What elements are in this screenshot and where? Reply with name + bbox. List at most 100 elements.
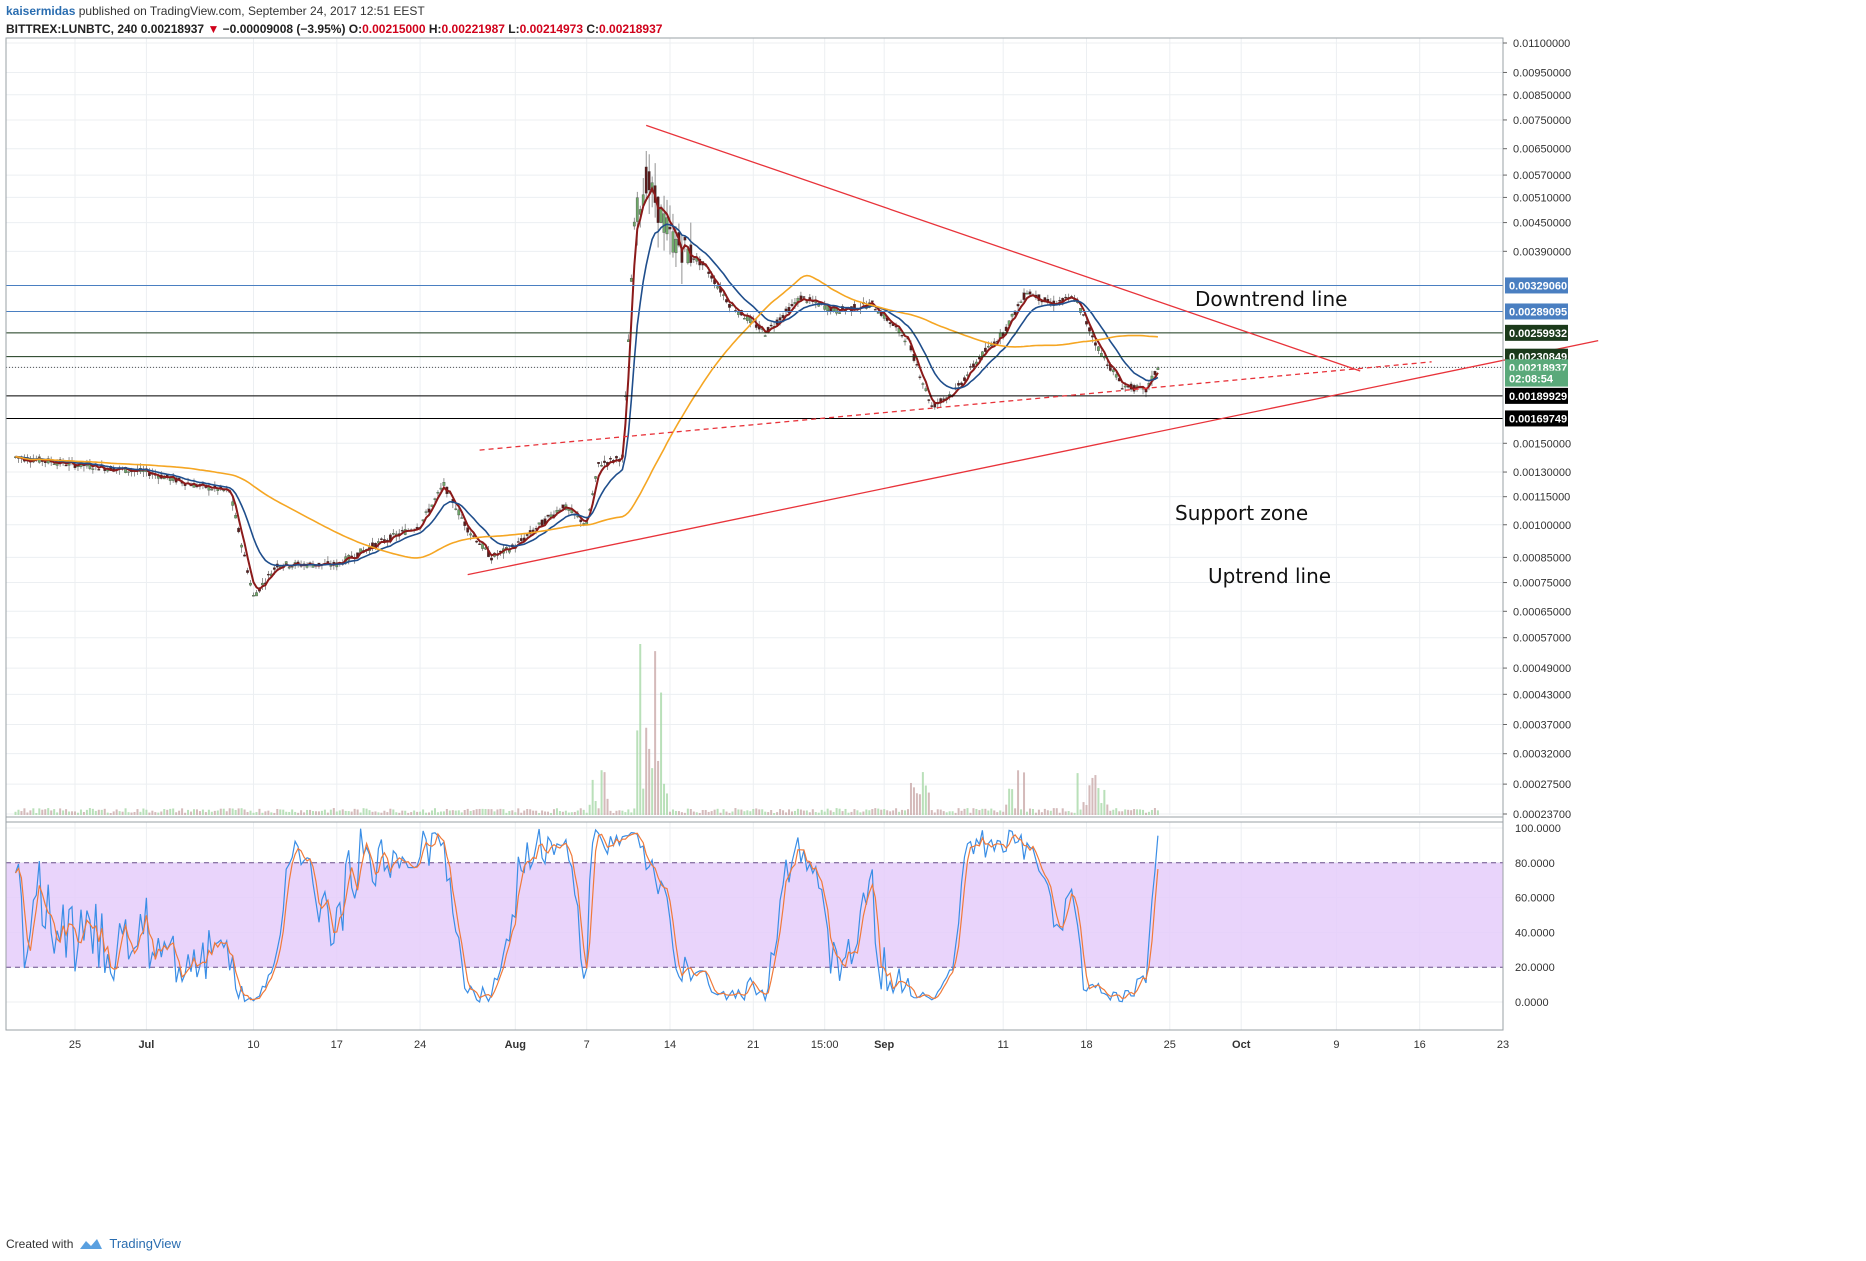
candle-body — [243, 554, 246, 557]
volume-bar — [154, 812, 157, 815]
volume-bar — [431, 810, 433, 815]
volume-bar — [350, 811, 353, 815]
candle-body — [287, 566, 291, 569]
brand-name[interactable]: TradingView — [109, 1236, 181, 1251]
candle-body — [466, 527, 470, 533]
stochastic-range-band — [6, 862, 1503, 968]
price-label-text: 02:08:54 — [1509, 374, 1554, 386]
volume-bar — [1136, 809, 1139, 815]
x-tick-label: 16 — [1414, 1039, 1426, 1051]
volume-bar — [719, 812, 722, 815]
candle-body — [986, 346, 990, 348]
volume-bar — [927, 792, 930, 815]
candle-body — [546, 514, 550, 517]
candle-body — [778, 317, 782, 321]
x-tick-label: Oct — [1232, 1039, 1251, 1051]
volume-bar — [172, 808, 175, 815]
volume-bar — [972, 808, 975, 815]
volume-bar — [169, 808, 172, 815]
published-text: published on TradingView.com, September … — [78, 4, 425, 18]
volume-bar — [303, 812, 306, 815]
candle-body — [519, 538, 523, 541]
volume-bar — [157, 812, 160, 815]
volume-bar — [564, 810, 567, 815]
stochastic-tick-label: 0.0000 — [1515, 997, 1549, 1009]
volume-bar — [660, 692, 663, 815]
volume-bar — [862, 811, 865, 815]
volume-bar — [288, 811, 291, 815]
volume-bar — [984, 808, 987, 815]
volume-bar — [103, 808, 106, 815]
volume-bar — [695, 812, 698, 815]
volume-bar — [966, 808, 969, 815]
volume-bar — [428, 812, 431, 815]
candle-body — [609, 458, 612, 460]
candle-body — [963, 377, 966, 381]
candle-body — [838, 312, 841, 314]
volume-bar — [401, 810, 404, 815]
candle-body — [1019, 301, 1023, 303]
volume-bar — [811, 809, 814, 815]
candle-body — [1028, 291, 1032, 295]
stochastic-band — [6, 862, 1503, 968]
volume-bar — [383, 810, 386, 815]
volume-bar — [1085, 805, 1088, 815]
candle-body — [627, 339, 630, 342]
volume-bar — [1026, 811, 1028, 815]
x-tick-label: Aug — [505, 1039, 526, 1051]
candle-body — [722, 294, 725, 296]
volume-bar — [776, 812, 779, 815]
volume-bar — [362, 808, 365, 815]
volume-bar — [547, 811, 550, 815]
volume-bar — [648, 748, 651, 815]
axes: 0.01100000 0.00950000 0.00850000 0.00750000… — [5, 37, 1571, 1051]
candle-body — [442, 482, 446, 486]
volume-bar — [454, 810, 457, 815]
volume-bar — [701, 810, 704, 815]
volume-bar — [823, 811, 826, 815]
volume-bar — [915, 793, 918, 815]
volume-bar — [240, 808, 243, 815]
volume-bar — [389, 808, 392, 815]
author-name[interactable]: kaisermidas — [6, 4, 76, 18]
volume-bar — [1040, 812, 1043, 815]
volume-bar — [341, 809, 344, 815]
y-tick-label: 0.00023700 — [1513, 809, 1571, 821]
volume-bar — [359, 812, 362, 815]
volume-bar — [213, 810, 216, 815]
volume-bar — [160, 811, 163, 815]
candle-body — [439, 487, 443, 490]
volume-bar — [193, 809, 195, 815]
volume-bar — [535, 810, 538, 815]
volume-bar — [270, 812, 273, 815]
volume-bar — [106, 812, 109, 815]
volume-bar — [523, 810, 526, 815]
y-tick-label: 0.00027500 — [1513, 779, 1571, 791]
footer: Created with TradingView — [6, 1236, 181, 1251]
candle-body — [234, 515, 237, 519]
volume-bar — [621, 810, 624, 815]
volume-bar — [163, 809, 166, 815]
volume-bar — [790, 811, 793, 815]
volume-bar — [451, 810, 454, 815]
x-tick-label: 14 — [664, 1039, 676, 1051]
candle-body — [380, 538, 383, 540]
volume-bar — [121, 811, 124, 815]
volume-bar — [88, 808, 91, 815]
candle-body — [692, 258, 696, 260]
volume-bar — [1014, 808, 1017, 815]
volume-bar — [460, 812, 463, 815]
volume-bar — [895, 808, 898, 815]
volume-bar — [1055, 808, 1058, 815]
volume-bar — [344, 810, 347, 815]
volume-bar — [877, 808, 880, 815]
volume-bar — [859, 812, 862, 815]
volume-bar — [29, 810, 32, 815]
volume-bar — [204, 812, 207, 815]
candle-body — [478, 543, 481, 545]
volume-bar — [669, 811, 671, 815]
symbol-label: BITTREX:LUNBTC, 240 — [6, 22, 138, 36]
volume-bar — [252, 812, 255, 815]
candle-body — [1111, 369, 1115, 373]
